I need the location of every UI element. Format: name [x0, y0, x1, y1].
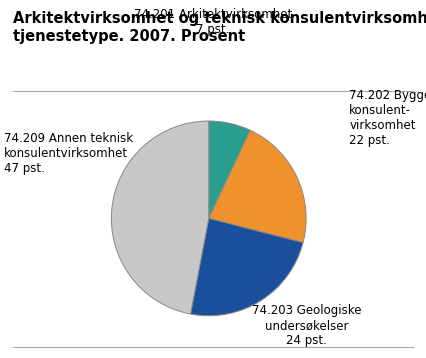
Text: 74.209 Annen teknisk
konsulentvirksomhet
47 pst.: 74.209 Annen teknisk konsulentvirksomhet…: [4, 132, 133, 175]
Text: 74.201 Arkitektvirksomhet
7 pst.: 74.201 Arkitektvirksomhet 7 pst.: [134, 8, 292, 36]
Wedge shape: [190, 218, 303, 316]
Wedge shape: [111, 121, 209, 314]
Text: 74.202 Byggeteknisk
konsulent-
virksomhet
22 pst.: 74.202 Byggeteknisk konsulent- virksomhe…: [349, 89, 426, 147]
Wedge shape: [209, 130, 306, 243]
Wedge shape: [209, 121, 250, 218]
Text: Arkitektvirksomhet og teknisk konsulentvirksomhet. Fordelt etter
tjenestetype. 2: Arkitektvirksomhet og teknisk konsulentv…: [13, 11, 426, 44]
Text: 74.203 Geologiske
undersøkelser
24 pst.: 74.203 Geologiske undersøkelser 24 pst.: [252, 304, 362, 347]
